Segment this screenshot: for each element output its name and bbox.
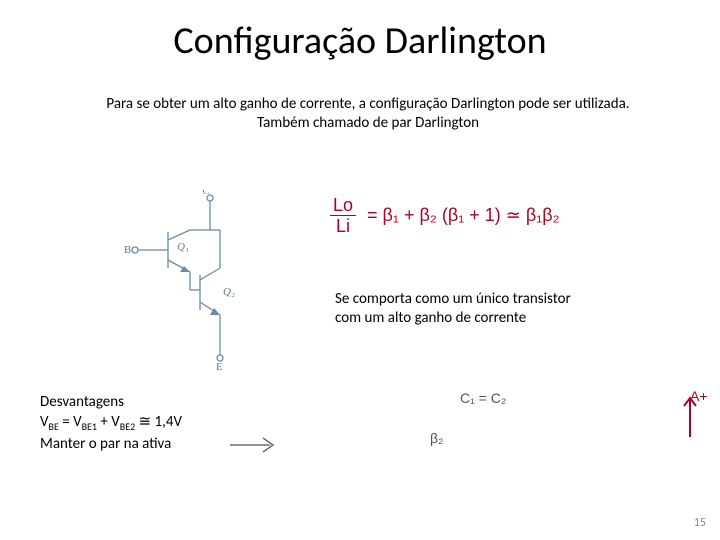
annotation-beta2: β₂ <box>430 430 444 446</box>
circuit-label-e: E <box>216 361 223 370</box>
vbe-eq: = V <box>59 413 82 431</box>
gain-formula: Lo Li = β₁ + β₂ (β₁ + 1) ≃ β₁β₂ <box>330 195 560 237</box>
disadvantages-line3: Manter o par na ativa <box>40 435 171 453</box>
vbe-sub3: BE2 <box>120 420 135 433</box>
annotation-c1-c2: C₁ = C₂ <box>460 390 506 406</box>
vbe-plus: + V <box>97 413 120 431</box>
disadvantages-block: Desvantagens VBE = VBE1 + VBE2 ≅ 1,4V Ma… <box>40 392 182 454</box>
darlington-circuit-diagram: C B E Q₁ Q₂ <box>120 190 260 370</box>
vbe-approx: ≅ 1,4V <box>135 413 182 431</box>
formula-rhs: = β₁ + β₂ (β₁ + 1) ≃ β₁β₂ <box>367 205 560 225</box>
circuit-label-c: C <box>202 190 209 197</box>
circuit-label-b: B <box>124 244 131 256</box>
arrow-scribble-icon <box>225 430 285 460</box>
slide-title: Configuração Darlington <box>0 18 720 64</box>
formula-denominator: Li <box>333 216 353 236</box>
disadvantages-vbe: VBE = VBE1 + VBE2 ≅ 1,4V <box>40 413 182 431</box>
page-number: 15 <box>694 516 706 530</box>
slide-subtitle: Para se obter um alto ganho de corrente,… <box>58 95 678 133</box>
circuit-label-q2: Q₂ <box>223 286 235 298</box>
circuit-svg: C B E Q₁ Q₂ <box>120 190 260 370</box>
up-arrow-icon <box>680 392 700 442</box>
subtitle-line-2: Também chamado de par Darlington <box>257 114 479 132</box>
behavior-line-2: com um alto ganho de corrente <box>335 309 526 327</box>
subtitle-line-1: Para se obter um alto ganho de corrente,… <box>106 95 629 113</box>
vbe-prefix: V <box>40 413 49 431</box>
vbe-sub2: BE1 <box>82 420 97 433</box>
vbe-sub1: BE <box>49 420 59 433</box>
disadvantages-heading: Desvantagens <box>40 393 124 411</box>
behavior-text: Se comporta como um único transistor com… <box>335 290 635 328</box>
behavior-line-1: Se comporta como um único transistor <box>335 290 571 308</box>
formula-numerator: Lo <box>330 195 356 216</box>
slide: Configuração Darlington Para se obter um… <box>0 0 720 540</box>
circuit-label-q1: Q₁ <box>177 241 189 253</box>
